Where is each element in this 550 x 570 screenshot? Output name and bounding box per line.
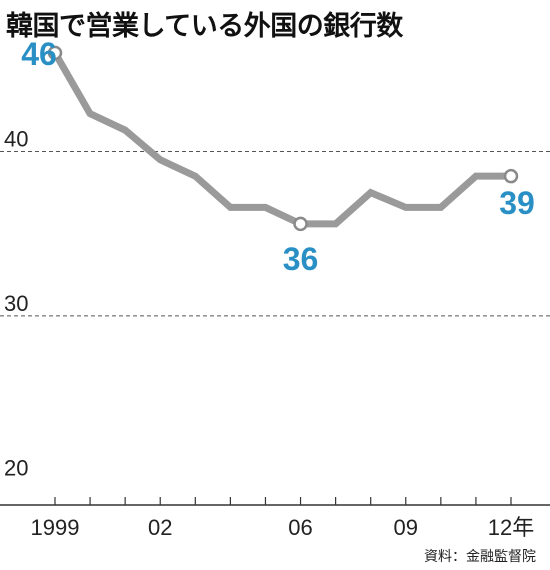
- x-tick-label-2006: 06: [288, 515, 312, 540]
- data-point-2012: [503, 168, 519, 184]
- y-tick-label-40: 40: [4, 127, 28, 152]
- series-line: [51, 51, 511, 228]
- y-tick-label-30: 30: [4, 291, 28, 316]
- data-label-1999: 46: [21, 36, 57, 72]
- x-tick-label-2009: 09: [394, 515, 418, 540]
- data-point-1999: [47, 45, 63, 61]
- chart-title: 韓国で営業している外国の銀行数: [6, 11, 403, 42]
- data-label-2006: 36: [283, 241, 319, 277]
- x-tick-label-2012: 12年: [488, 515, 534, 540]
- x-tick-label-2002: 02: [148, 515, 172, 540]
- data-label-2012: 39: [499, 185, 535, 221]
- x-tick-label-1999: 1999: [31, 515, 80, 540]
- data-point-2006: [293, 216, 308, 232]
- source-note: 資料：金融監督院: [424, 549, 536, 565]
- y-tick-label-20: 20: [4, 455, 28, 480]
